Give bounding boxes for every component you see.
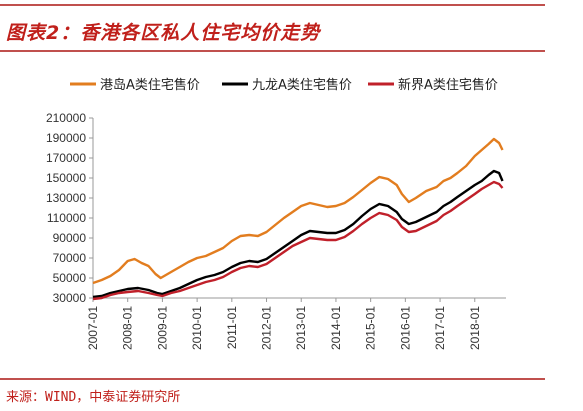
x-axis: 2007-01 2008-01 2009-01 2010-01 2011-01 2012-…	[86, 297, 506, 350]
y-tick-label: 170000	[46, 151, 86, 165]
y-tick-label: 190000	[46, 131, 86, 145]
y-axis: 30000 50000 70000 90000 110000 130000 150000 17…	[46, 111, 94, 305]
y-tick-label: 130000	[46, 191, 86, 205]
figure-title: 图表2：香港各区私人住宅均价走势	[6, 22, 321, 44]
series-line-2	[92, 169, 504, 299]
y-tick-label: 90000	[53, 231, 87, 245]
x-tick-label: 2008-01	[121, 306, 135, 350]
y-tick-label: 210000	[46, 111, 86, 125]
x-tick-label: 2010-01	[190, 306, 204, 350]
chart-legend: 港岛A类住宅售价 九龙A类住宅售价 新界A类住宅售价	[70, 77, 498, 93]
title-bottom-rule	[0, 50, 545, 52]
legend-label: 九龙A类住宅售价	[252, 77, 352, 93]
series-line-3	[92, 180, 504, 301]
y-tick-label: 50000	[53, 271, 87, 285]
x-tick-label: 2016-01	[398, 306, 412, 350]
x-tick-label: 2015-01	[364, 306, 378, 350]
x-tick-label: 2012-01	[260, 306, 274, 350]
y-tick-label: 30000	[53, 291, 87, 305]
x-tick-label: 2017-01	[433, 306, 447, 350]
series-line-1	[92, 137, 504, 285]
x-tick-label: 2018-01	[468, 306, 482, 350]
x-tick-label: 2007-01	[86, 306, 100, 350]
footer-rule	[0, 378, 545, 380]
x-tick-label: 2009-01	[155, 306, 169, 350]
plot-series	[92, 137, 504, 301]
x-tick-label: 2011-01	[225, 306, 239, 349]
title-top-rule	[0, 4, 545, 6]
x-tick-label: 2013-01	[294, 306, 308, 350]
y-tick-label: 150000	[46, 171, 86, 185]
y-tick-label: 70000	[53, 251, 87, 265]
y-tick-label: 110000	[47, 211, 86, 225]
source-note: 来源：WIND，中泰证券研究所	[6, 390, 181, 405]
x-tick-label: 2014-01	[329, 306, 343, 350]
legend-label: 新界A类住宅售价	[398, 77, 498, 93]
legend-label: 港岛A类住宅售价	[100, 77, 200, 93]
